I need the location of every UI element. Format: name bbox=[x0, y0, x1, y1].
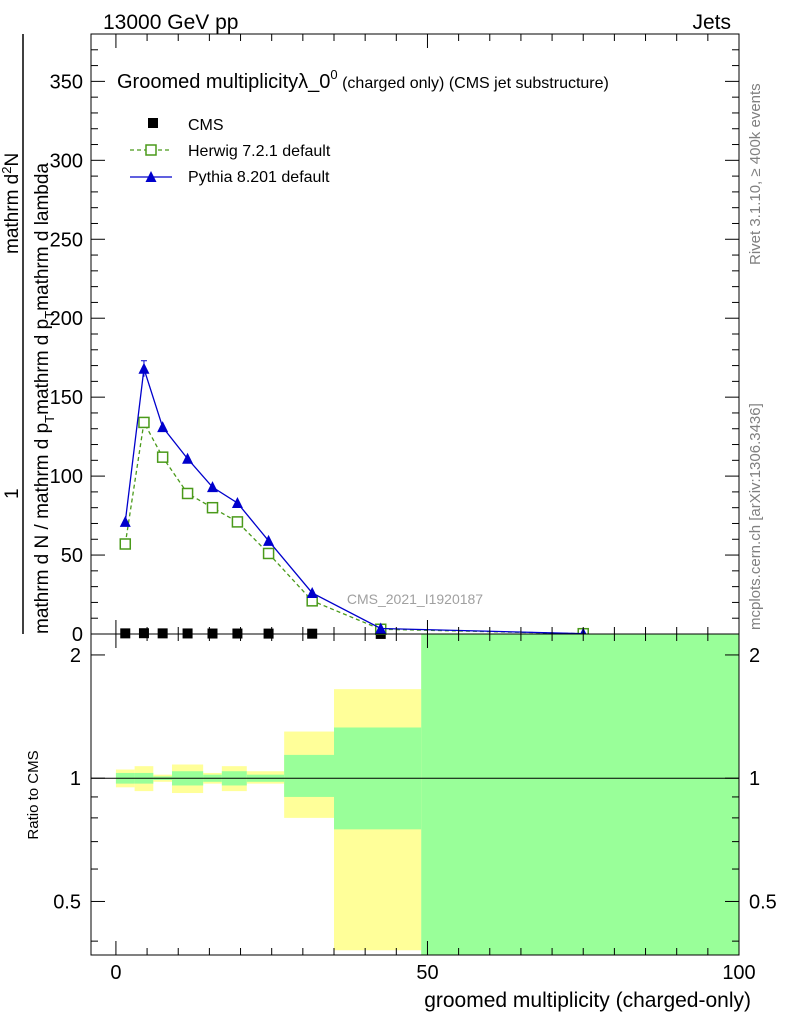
header-energy-label: 13000 GeV pp bbox=[103, 11, 238, 34]
data-point-pythia bbox=[375, 622, 387, 634]
plot-title: Groomed multiplicityλ_00 (charged only) … bbox=[117, 67, 609, 93]
ylabel-num2: N bbox=[2, 153, 23, 167]
ratio-band-stat bbox=[421, 634, 739, 955]
x-axis-label: groomed multiplicity (charged-only) bbox=[424, 989, 751, 1012]
y-tick-label: 50 bbox=[61, 545, 83, 567]
data-point-pythia bbox=[207, 481, 218, 493]
main-y-axis-label: mathrm d N / mathrm d pTmathrm d pTmathr… bbox=[0, 34, 57, 634]
plot-title-rest: (charged only) (CMS jet substructure) bbox=[338, 75, 609, 92]
legend-herwig-marker bbox=[145, 144, 157, 156]
legend-herwig-label: Herwig 7.2.1 default bbox=[188, 143, 331, 160]
data-point-herwig bbox=[206, 501, 219, 514]
data-point-herwig bbox=[119, 538, 132, 550]
data-point-pythia bbox=[306, 586, 318, 598]
data-point-pythia bbox=[182, 452, 194, 464]
x-tick-label: 0 bbox=[110, 962, 121, 984]
ratio-y-tick-label-right: 0.5 bbox=[749, 891, 777, 913]
plot-title-lambda: λ_0 bbox=[298, 71, 330, 93]
y-tick-label: 150 bbox=[50, 387, 83, 409]
rivet-version-label: Rivet 3.1.10, ≥ 400k events bbox=[747, 83, 764, 265]
ylabel-den2-sub: T bbox=[42, 311, 57, 319]
data-point-cms bbox=[120, 628, 131, 639]
data-point-herwig bbox=[156, 451, 169, 463]
y-tick-label: 0 bbox=[72, 624, 83, 646]
legend-pythia-label: Pythia 8.201 default bbox=[188, 169, 330, 186]
ylabel-den: mathrm d N / mathrm d p bbox=[32, 423, 53, 634]
y-tick-label: 300 bbox=[50, 150, 83, 172]
ylabel-tail: mathrm d lambda bbox=[32, 163, 53, 311]
legend-pythia-marker bbox=[145, 171, 157, 182]
y-tick-label: 100 bbox=[50, 466, 83, 488]
data-point-pythia bbox=[263, 534, 275, 546]
ylabel-numerator: mathrm d2N bbox=[0, 153, 23, 254]
ylabel-den2: mathrm d p bbox=[32, 319, 53, 415]
x-tick-label: 50 bbox=[416, 962, 438, 984]
x-tick-label: 100 bbox=[722, 962, 755, 984]
y-tick-label: 200 bbox=[50, 308, 83, 330]
legend: CMS Herwig 7.2.1 default Pythia 8.201 de… bbox=[130, 117, 331, 186]
data-point-herwig bbox=[138, 416, 150, 429]
ratio-band-stat bbox=[284, 754, 334, 797]
plot-title-main: Groomed multiplicity bbox=[117, 71, 298, 93]
ratio-y-tick-label: 1 bbox=[70, 768, 81, 790]
data-point-herwig bbox=[181, 487, 194, 500]
legend-cms-label: CMS bbox=[188, 117, 224, 134]
data-point-cms bbox=[182, 628, 193, 639]
ratio-y-tick-label-right: 2 bbox=[749, 645, 760, 667]
ratio-plot-frame bbox=[90, 633, 740, 956]
analysis-watermark: CMS_2021_I1920187 bbox=[347, 591, 483, 607]
ratio-y-tick-label: 0.5 bbox=[53, 891, 81, 913]
data-point-herwig bbox=[262, 547, 275, 560]
y-tick-label: 250 bbox=[50, 229, 83, 251]
header-process-label: Jets bbox=[692, 11, 731, 34]
data-point-pythia bbox=[231, 496, 243, 508]
ratio-y-tick-label-right: 1 bbox=[749, 768, 760, 790]
ylabel-den-sub: T bbox=[42, 415, 57, 423]
data-point-cms bbox=[138, 628, 149, 639]
ylabel-one: 1 bbox=[2, 488, 23, 499]
ratio-y-tick-label: 2 bbox=[70, 645, 81, 667]
y-tick-label: 350 bbox=[50, 71, 83, 93]
ylabel-denominator: mathrm d N / mathrm d pTmathrm d pTmathr… bbox=[32, 163, 57, 634]
data-point-pythia bbox=[157, 421, 169, 433]
data-point-herwig bbox=[231, 516, 244, 528]
plot-title-sup: 0 bbox=[330, 67, 337, 82]
ylabel-num: mathrm d bbox=[2, 174, 23, 254]
ratio-plot-panel: 0.5 0.5 1 1 2 2 0 50 100 Ratio to CMS groomed mu… bbox=[25, 633, 777, 1012]
series-line-1 bbox=[124, 420, 584, 635]
data-point-cms bbox=[157, 628, 168, 639]
mcplots-label: mcplots.cern.ch [arXiv:1306.3436] bbox=[747, 403, 764, 630]
legend-cms-marker bbox=[148, 118, 158, 128]
data-point-pythia bbox=[119, 515, 131, 527]
series-line-2 bbox=[124, 368, 584, 635]
ratio-y-axis-label: Ratio to CMS bbox=[25, 750, 42, 839]
ylabel-num-sup: 2 bbox=[0, 167, 14, 174]
